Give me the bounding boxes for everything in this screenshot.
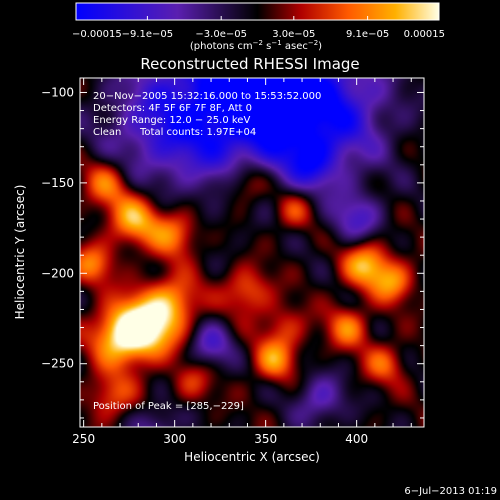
colorbar-tick-label: −3.0e−05 xyxy=(195,29,247,40)
y-tick-label: −250 xyxy=(41,357,74,371)
colorbar: −0.00015 −9.1e−05 −3.0e−05 3.0e−05 9.1e−05 0.… xyxy=(72,2,445,52)
colorbar-tick-label: 3.0e−05 xyxy=(272,29,315,40)
heatmap-image xyxy=(80,78,424,427)
colorbar-units-label: (photons cm−2 s−1 asec−2) xyxy=(190,39,322,52)
annotation-time-range: 20−Nov−2005 15:32:16.000 to 15:53:52.000 xyxy=(93,91,321,102)
y-axis: −100 −150 −200 −250 xyxy=(41,85,424,419)
colorbar-tick-label: −9.1e−05 xyxy=(122,29,174,40)
annotation-energy-range: Energy Range: 12.0 − 25.0 keV xyxy=(93,115,250,126)
colorbar-tick-label: 0.00015 xyxy=(404,29,445,40)
colorbar-tick-label: 9.1e−05 xyxy=(346,29,389,40)
y-axis-label: Heliocentric Y (arcsec) xyxy=(13,185,27,320)
y-tick-label: −150 xyxy=(41,176,74,190)
heatmap-raster xyxy=(80,78,424,427)
x-axis: 250 300 350 400 xyxy=(72,78,412,446)
plot-frame xyxy=(79,77,425,428)
annotation-detectors: Detectors: 4F 5F 6F 7F 8F, Att 0 xyxy=(93,103,252,114)
x-axis-label: Heliocentric X (arcsec) xyxy=(184,450,320,464)
x-tick-label: 350 xyxy=(254,432,277,446)
annotation-clean: Clean xyxy=(93,127,121,138)
annotation-total-counts: Total counts: 1.97E+04 xyxy=(139,127,256,138)
y-tick-label: −100 xyxy=(41,85,74,99)
chart-title: Reconstructed RHESSI Image xyxy=(140,55,359,73)
annotation-peak-position: Position of Peak = [285,−229] xyxy=(93,401,244,412)
x-tick-label: 300 xyxy=(163,432,186,446)
y-tick-label: −200 xyxy=(41,266,74,280)
x-tick-label: 250 xyxy=(72,432,95,446)
x-tick-label: 400 xyxy=(345,432,368,446)
plot-annotations: 20−Nov−2005 15:32:16.000 to 15:53:52.000… xyxy=(93,91,321,412)
colorbar-ticks: −0.00015 −9.1e−05 −3.0e−05 3.0e−05 9.1e−05 0.… xyxy=(72,16,445,40)
colorbar-gradient xyxy=(75,2,440,21)
colorbar-tick-label: −0.00015 xyxy=(72,29,122,40)
footer-date: 6−Jul−2013 01:19 xyxy=(404,486,497,497)
